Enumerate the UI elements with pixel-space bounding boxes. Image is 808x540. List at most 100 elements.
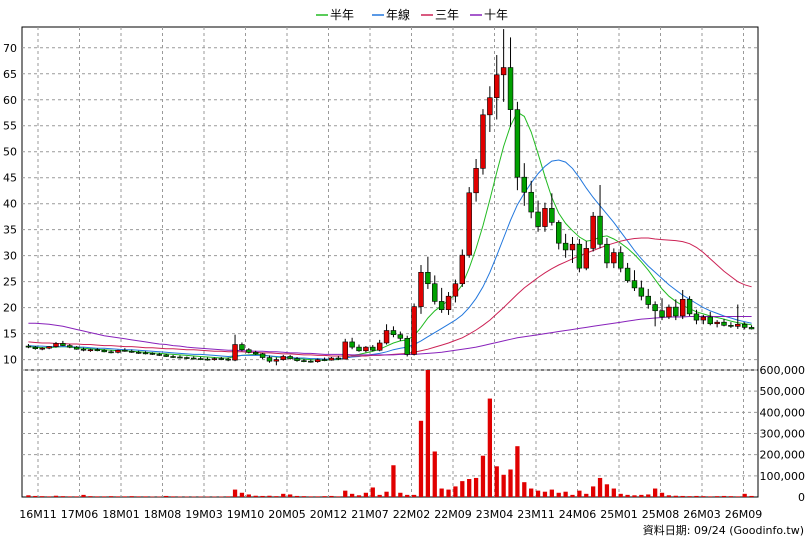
volume-bar	[143, 496, 148, 497]
volume-bar	[198, 496, 203, 498]
candle-down	[246, 349, 252, 353]
volume-bar	[666, 495, 672, 497]
volume-bar	[329, 495, 334, 497]
candle-up	[569, 243, 576, 251]
candle-up	[466, 192, 472, 256]
candle-down	[728, 325, 734, 327]
ma-ten-year-line	[28, 316, 752, 356]
volume-bar	[226, 496, 231, 497]
candle-up	[411, 306, 417, 355]
volume-bar	[618, 493, 623, 497]
volume-bar	[370, 487, 375, 497]
volume-bar	[391, 465, 396, 497]
candle-down	[748, 327, 755, 330]
date-tick-label: 24M06	[559, 508, 597, 521]
volume-bar	[129, 496, 134, 497]
volume-bar	[301, 496, 307, 497]
candle-down	[349, 341, 355, 348]
candle-up	[445, 295, 452, 311]
candle-down	[191, 357, 197, 360]
volume-bar	[33, 495, 38, 497]
candle-down	[370, 346, 376, 351]
volume-bar	[212, 496, 217, 498]
candle-up	[480, 114, 486, 169]
volume-bar	[108, 496, 114, 497]
candle-down	[149, 353, 156, 355]
candle-down	[425, 271, 431, 285]
volume-bar	[26, 495, 31, 497]
price-tick-label: 65	[3, 68, 17, 81]
candle-up	[542, 208, 548, 227]
volume-bar	[343, 490, 348, 497]
volume-bar	[639, 494, 644, 497]
candle-down	[549, 208, 555, 223]
candle-up	[735, 323, 741, 327]
volume-bar	[88, 496, 93, 497]
candle-down	[204, 358, 211, 361]
volume-bar	[219, 496, 224, 498]
volume-tick-label: 500,000	[760, 385, 806, 398]
volume-bar	[535, 490, 541, 497]
price-tick-label: 35	[3, 224, 17, 237]
candle-down	[535, 211, 541, 227]
candle-down	[397, 334, 404, 339]
volume-bar	[356, 495, 362, 497]
candle-down	[356, 346, 362, 352]
candle-down	[101, 349, 107, 353]
price-tick-label: 50	[3, 146, 17, 159]
price-tick-label: 55	[3, 120, 17, 133]
candle-down	[308, 360, 314, 363]
volume-bar	[577, 490, 582, 497]
candle-down	[122, 349, 128, 352]
candle-up	[314, 359, 321, 362]
candle-up	[583, 248, 589, 269]
date-tick-label: 25M08	[642, 508, 680, 521]
volume-bar	[363, 492, 369, 497]
candle-up	[328, 357, 335, 361]
volume-bar	[384, 491, 389, 497]
date-tick-label: 22M02	[393, 508, 431, 521]
volume-bar	[673, 495, 678, 497]
price-axis: 10 15 20 25 30 35 40 45 50 55 60 65 70	[3, 42, 17, 367]
candle-down	[438, 301, 445, 311]
candle-up	[383, 330, 390, 344]
volume-bar	[122, 496, 127, 497]
volume-bar	[708, 496, 713, 497]
volume-bar	[191, 496, 196, 498]
legend-label: 三年	[435, 8, 459, 22]
volume-axis: 0 100,000 200,000 300,000 400,000 500,000 600,…	[760, 364, 806, 504]
volume-bar	[115, 496, 121, 497]
candle-up	[700, 316, 707, 321]
candle-up	[273, 359, 280, 362]
volume-bar	[425, 370, 431, 497]
candle-down	[25, 345, 32, 348]
volume-tick-label: 0	[798, 491, 805, 504]
volume-bar	[232, 489, 238, 497]
candle-up	[39, 347, 45, 350]
moving-averages	[28, 111, 752, 361]
price-tick-label: 20	[3, 302, 17, 315]
ma-half-year-line	[28, 111, 752, 361]
price-tick-label: 25	[3, 276, 17, 289]
volume-bar	[260, 495, 265, 497]
volume-bar	[742, 493, 747, 497]
candle-up	[418, 271, 424, 307]
volume-bar	[253, 495, 258, 497]
candle-up	[211, 358, 218, 360]
candle-up	[473, 168, 479, 194]
volume-bar	[680, 495, 685, 497]
date-axis: 16M11 17M06 18M01 18M08 19M03 19M10 20M05 20M12…	[19, 508, 762, 521]
date-tick-label: 26M09	[725, 508, 763, 521]
volume-bar	[102, 496, 107, 497]
volume-bar	[170, 496, 176, 497]
candle-down	[707, 316, 713, 325]
candle-down	[562, 242, 569, 251]
candle-up	[611, 252, 617, 264]
volume-bar	[432, 451, 437, 497]
date-tick-label: 23M11	[517, 508, 555, 521]
candle-down	[67, 345, 73, 348]
price-tick-label: 70	[3, 42, 17, 55]
candle-down	[60, 343, 66, 346]
candle-down	[94, 349, 101, 352]
